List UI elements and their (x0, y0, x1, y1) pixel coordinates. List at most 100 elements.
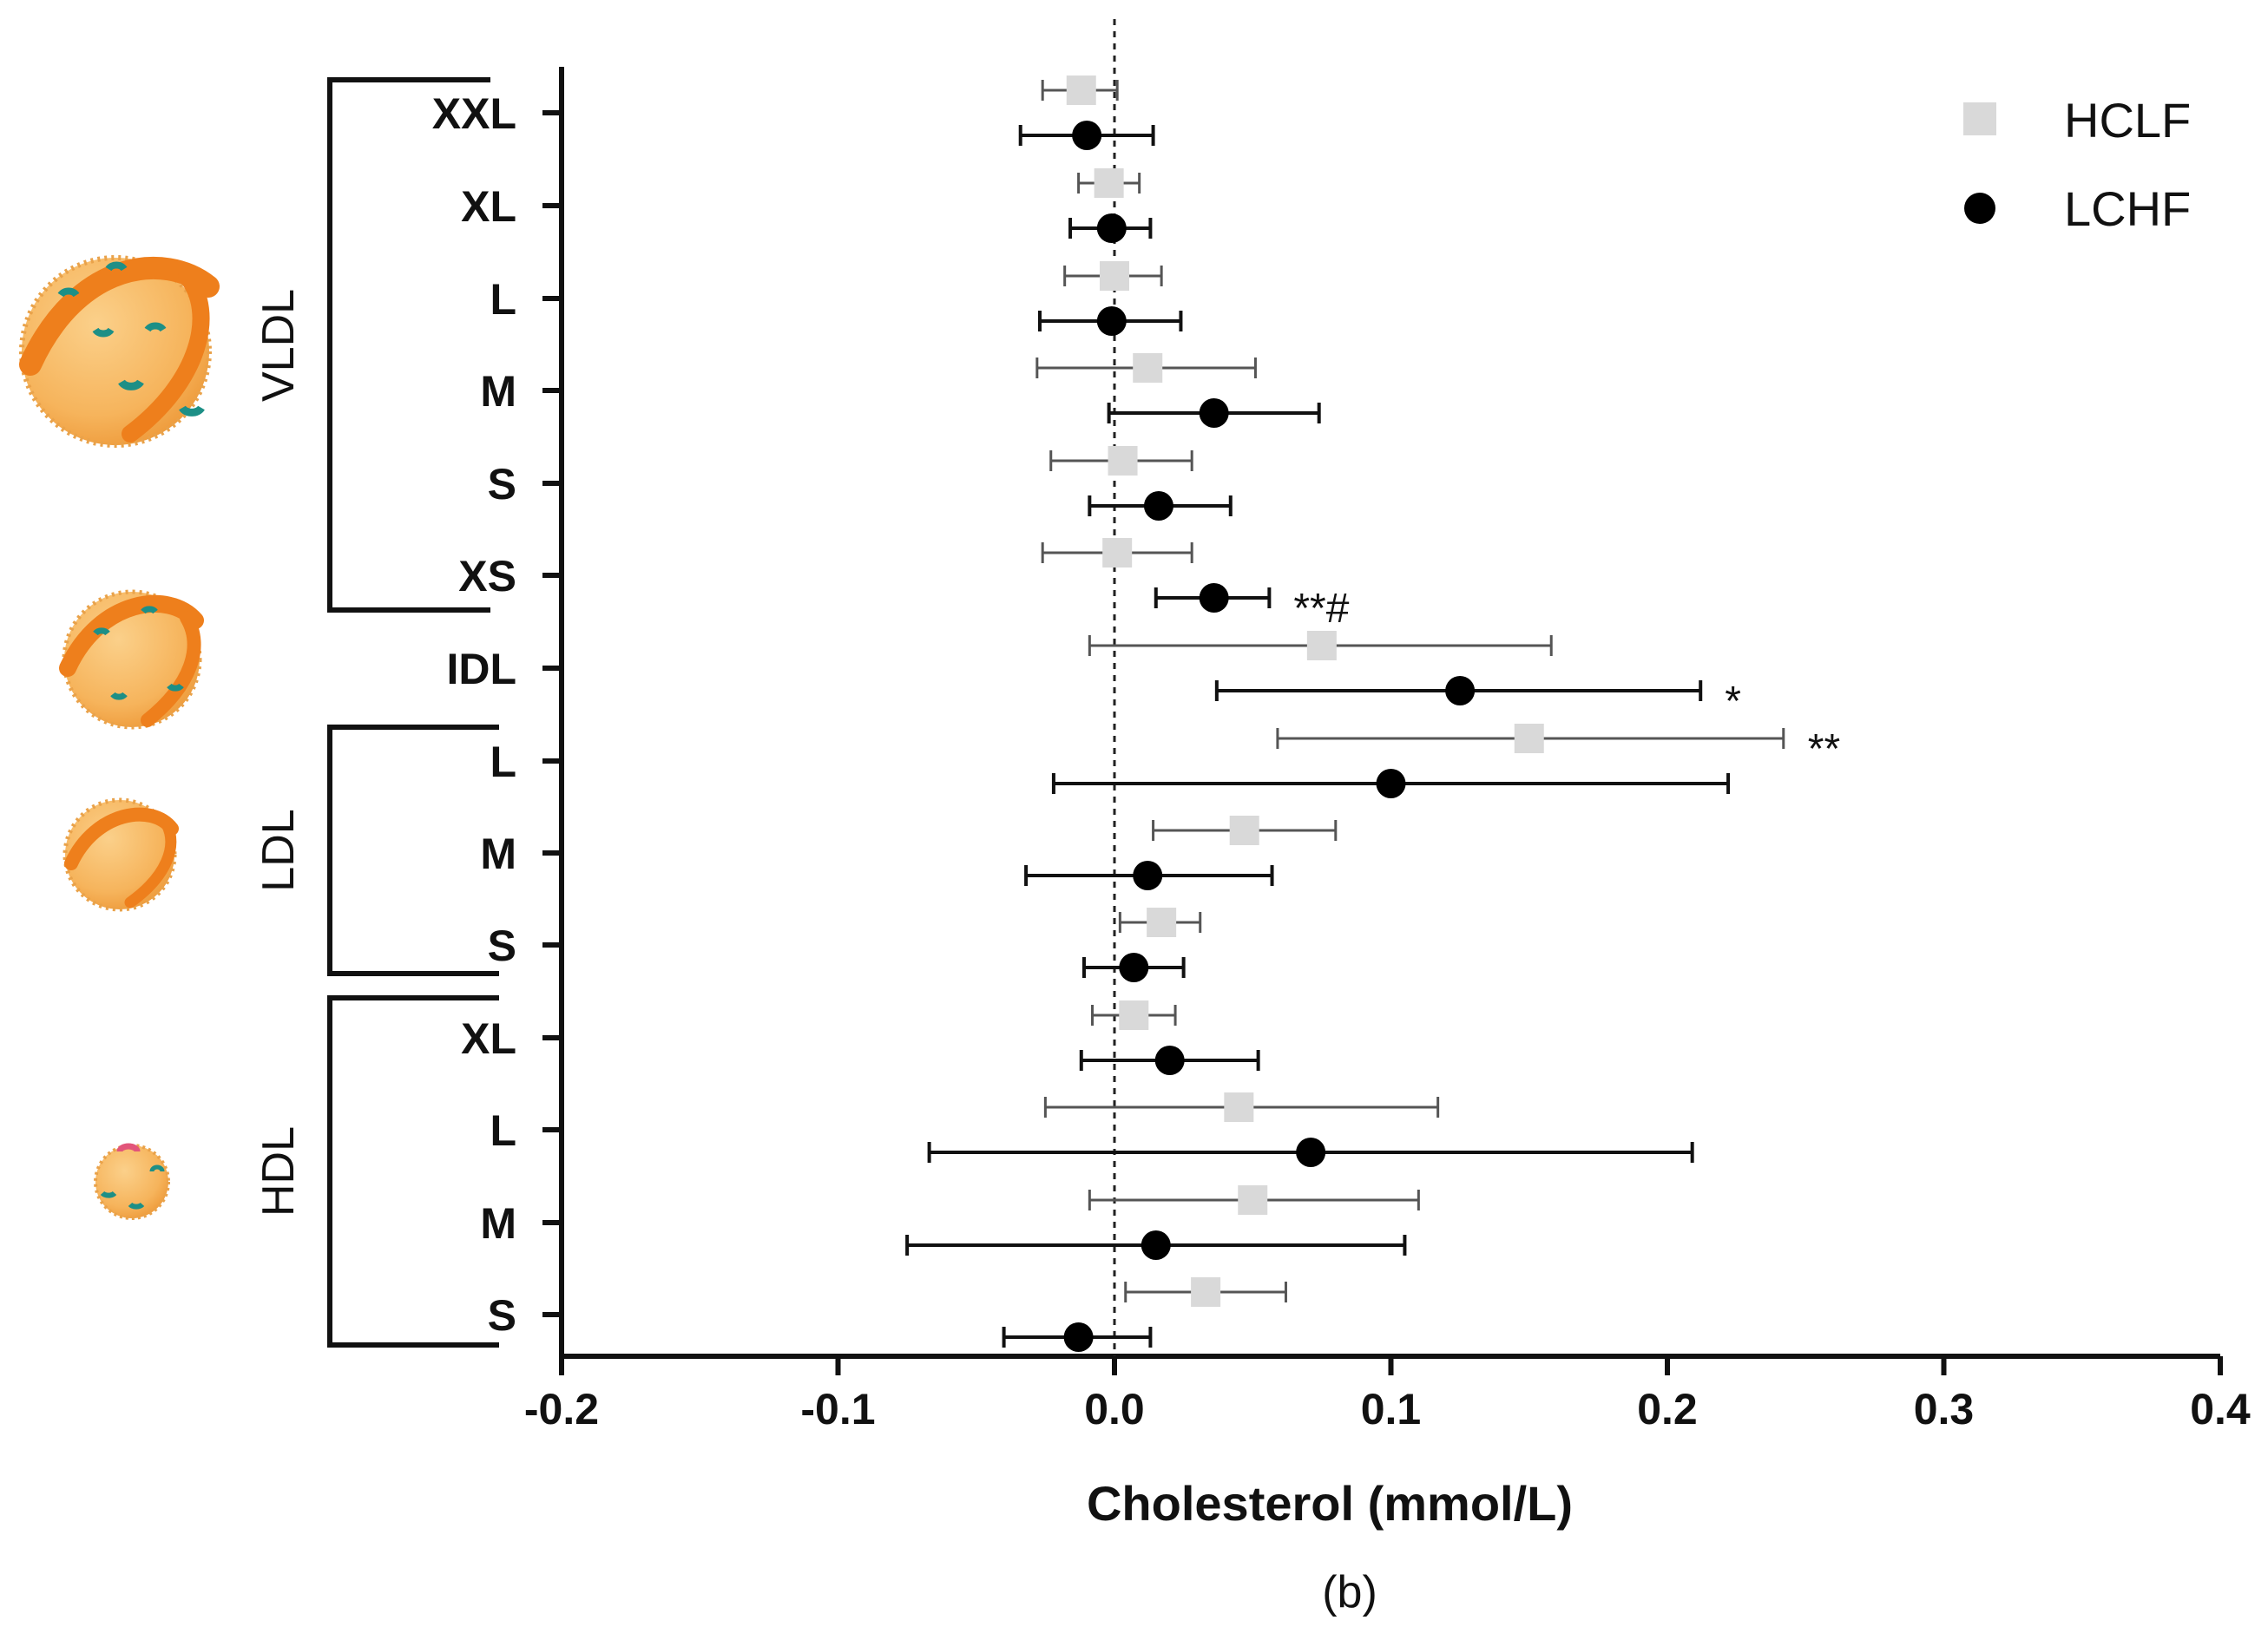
group-brackets (327, 77, 499, 1348)
vldl-bracket (327, 77, 490, 613)
lchf-marker (1096, 213, 1127, 243)
lchf-marker (1133, 861, 1163, 890)
legend-item-lchf: LCHF (1964, 181, 2191, 236)
chart-marks: ** **# * (905, 75, 1840, 1352)
idl-particle-icon (59, 589, 204, 730)
x-tick-label: 0.4 (2190, 1385, 2251, 1433)
hdl-particle-icon (94, 1143, 170, 1220)
point-hclf: ** (1276, 724, 1840, 772)
ldl-bracket (327, 725, 499, 976)
category-label: M (480, 1199, 516, 1248)
point-hclf (1077, 168, 1141, 198)
lchf-marker (1141, 1230, 1171, 1260)
category-label: XXL (432, 89, 516, 138)
significance-annotation: **# (1293, 586, 1349, 632)
x-axis-title: Cholesterol (mmol/L) (1087, 1476, 1573, 1531)
point-hclf (1091, 1000, 1177, 1030)
point-hclf (1041, 75, 1119, 105)
point-lchf (905, 1230, 1407, 1260)
legend-circle-marker (1964, 193, 1995, 224)
point-lchf (1081, 953, 1186, 982)
group-label-vldl: VLDL (253, 289, 304, 402)
point-lchf (1088, 491, 1233, 521)
category-label: L (490, 1106, 516, 1155)
hclf-marker (1229, 816, 1259, 845)
category-label: L (490, 738, 516, 786)
lchf-marker (1199, 583, 1229, 613)
group-label-ldl: LDL (253, 809, 304, 891)
category-label: S (488, 922, 516, 970)
legend-item-hclf: HCLF (1963, 93, 2191, 148)
category-label: L (490, 275, 516, 324)
category-label: S (488, 460, 516, 508)
legend: HCLF LCHF (1963, 93, 2191, 236)
category-label: XS (458, 552, 516, 600)
lchf-marker (1143, 491, 1173, 521)
group-labels: VLDL LDL HDL (253, 289, 304, 1217)
hclf-marker (1514, 724, 1544, 753)
point-lchf (1002, 1322, 1153, 1352)
point-lchf (1079, 1046, 1260, 1075)
point-hclf (1124, 1277, 1287, 1307)
category-label: S (488, 1291, 516, 1340)
hclf-marker (1108, 446, 1138, 476)
point-hclf (1063, 261, 1163, 291)
hclf-marker (1238, 1185, 1268, 1215)
ldl-particle-icon (62, 797, 179, 912)
hclf-marker (1224, 1092, 1254, 1122)
lchf-marker (1063, 1322, 1094, 1352)
lipoprotein-illustrations (19, 255, 220, 1220)
lchf-marker (1296, 1138, 1326, 1167)
x-tick-label: -0.2 (524, 1385, 599, 1433)
x-tick-label: 0.0 (1084, 1385, 1145, 1433)
hclf-marker (1094, 168, 1124, 198)
hclf-marker (1100, 261, 1129, 291)
lchf-marker (1072, 121, 1102, 150)
hclf-marker (1147, 908, 1177, 937)
hclf-marker (1306, 631, 1337, 660)
significance-annotation: * (1725, 679, 1741, 725)
group-label-hdl: HDL (253, 1126, 304, 1217)
lchf-marker (1445, 676, 1476, 705)
category-label: M (480, 367, 516, 416)
point-hclf (1035, 353, 1257, 383)
x-tick-label: -0.1 (800, 1385, 875, 1433)
vldl-particle-icon (19, 255, 220, 448)
axes: -0.2 -0.1 0.0 0.1 0.2 0.3 0.4 (524, 19, 2251, 1433)
point-lchf (927, 1138, 1694, 1167)
hclf-marker (1191, 1277, 1221, 1307)
hdl-bracket (327, 995, 499, 1348)
point-lchf (1018, 121, 1155, 150)
point-hclf (1118, 908, 1202, 937)
lchf-marker (1154, 1046, 1185, 1075)
x-tick-label: 0.1 (1361, 1385, 1422, 1433)
legend-square-marker (1963, 102, 1996, 135)
lchf-marker (1199, 398, 1229, 428)
category-label: M (480, 830, 516, 878)
category-label: IDL (446, 645, 516, 693)
lchf-marker (1376, 769, 1406, 798)
significance-annotation: ** (1808, 726, 1840, 772)
point-lchf (1068, 213, 1153, 243)
point-hclf (1088, 1185, 1420, 1215)
x-tick-label: 0.3 (1914, 1385, 1975, 1433)
point-lchf: * (1214, 676, 1741, 725)
category-label: XL (461, 182, 516, 231)
legend-label: HCLF (2064, 93, 2191, 148)
legend-label: LCHF (2064, 181, 2191, 236)
point-hclf (1043, 1092, 1440, 1122)
hclf-marker (1102, 538, 1133, 567)
point-hclf (1088, 631, 1553, 660)
point-hclf (1041, 538, 1193, 567)
hclf-marker (1066, 75, 1096, 105)
point-lchf (1051, 769, 1731, 798)
point-hclf (1152, 816, 1338, 845)
point-lchf (1024, 861, 1274, 890)
hclf-marker (1133, 353, 1163, 383)
figure-caption: (b) (1322, 1567, 1377, 1617)
lchf-marker (1119, 953, 1149, 982)
point-hclf (1049, 446, 1193, 476)
